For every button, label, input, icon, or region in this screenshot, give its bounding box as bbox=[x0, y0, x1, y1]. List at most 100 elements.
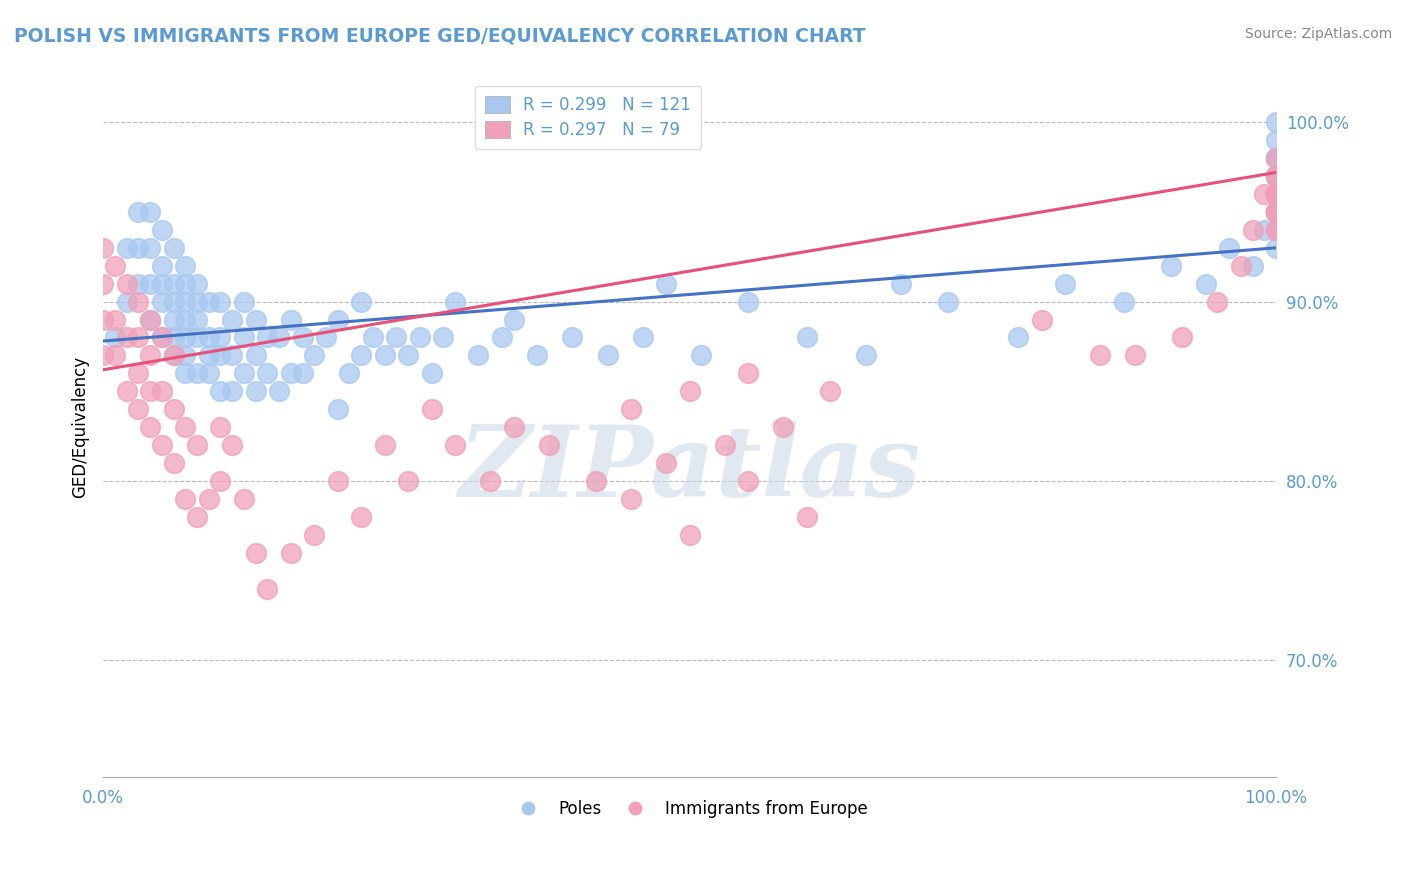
Point bbox=[1265, 187, 1288, 202]
Point bbox=[232, 491, 254, 506]
Point bbox=[374, 438, 396, 452]
Point bbox=[245, 348, 267, 362]
Point bbox=[91, 241, 114, 255]
Point bbox=[197, 491, 219, 506]
Point bbox=[197, 330, 219, 344]
Point bbox=[385, 330, 408, 344]
Point bbox=[162, 348, 184, 362]
Point bbox=[162, 348, 184, 362]
Point bbox=[115, 241, 138, 255]
Point bbox=[1265, 151, 1288, 165]
Point bbox=[115, 384, 138, 399]
Point bbox=[150, 330, 173, 344]
Point bbox=[150, 259, 173, 273]
Point bbox=[186, 277, 208, 291]
Point bbox=[326, 474, 349, 488]
Text: ZIPatlas: ZIPatlas bbox=[458, 421, 921, 517]
Point bbox=[197, 294, 219, 309]
Point bbox=[280, 546, 302, 560]
Point bbox=[267, 330, 290, 344]
Point bbox=[620, 402, 643, 417]
Point bbox=[890, 277, 912, 291]
Point bbox=[115, 294, 138, 309]
Point bbox=[1265, 187, 1288, 202]
Point bbox=[1265, 169, 1288, 183]
Point bbox=[396, 348, 419, 362]
Point bbox=[304, 348, 326, 362]
Point bbox=[1265, 169, 1288, 183]
Point bbox=[304, 528, 326, 542]
Point bbox=[139, 312, 162, 326]
Point bbox=[1253, 223, 1275, 237]
Point bbox=[479, 474, 502, 488]
Point bbox=[1265, 205, 1288, 219]
Point bbox=[127, 367, 149, 381]
Point bbox=[186, 312, 208, 326]
Point bbox=[174, 294, 197, 309]
Point bbox=[1265, 187, 1288, 202]
Point bbox=[1265, 169, 1288, 183]
Point bbox=[1088, 348, 1111, 362]
Point bbox=[1171, 330, 1194, 344]
Point bbox=[1265, 205, 1288, 219]
Point bbox=[104, 259, 127, 273]
Point bbox=[256, 330, 278, 344]
Point bbox=[1265, 169, 1288, 183]
Point bbox=[150, 223, 173, 237]
Point bbox=[444, 438, 467, 452]
Point bbox=[1265, 169, 1288, 183]
Point bbox=[1265, 205, 1288, 219]
Point bbox=[280, 367, 302, 381]
Point bbox=[1265, 169, 1288, 183]
Point bbox=[350, 509, 373, 524]
Point bbox=[396, 474, 419, 488]
Point bbox=[1265, 205, 1288, 219]
Point bbox=[1265, 205, 1288, 219]
Point bbox=[1265, 223, 1288, 237]
Point bbox=[585, 474, 607, 488]
Point bbox=[326, 402, 349, 417]
Point bbox=[104, 330, 127, 344]
Point bbox=[678, 528, 700, 542]
Point bbox=[936, 294, 959, 309]
Point bbox=[232, 294, 254, 309]
Point bbox=[162, 330, 184, 344]
Point bbox=[91, 348, 114, 362]
Point bbox=[855, 348, 877, 362]
Point bbox=[1265, 223, 1288, 237]
Point bbox=[162, 294, 184, 309]
Point bbox=[1265, 187, 1288, 202]
Point bbox=[197, 348, 219, 362]
Point bbox=[1218, 241, 1240, 255]
Point bbox=[432, 330, 454, 344]
Point bbox=[537, 438, 560, 452]
Point bbox=[1053, 277, 1076, 291]
Point bbox=[502, 312, 524, 326]
Point bbox=[127, 402, 149, 417]
Point bbox=[1265, 169, 1288, 183]
Point bbox=[174, 420, 197, 434]
Point bbox=[796, 330, 818, 344]
Point bbox=[186, 438, 208, 452]
Point bbox=[561, 330, 583, 344]
Text: POLISH VS IMMIGRANTS FROM EUROPE GED/EQUIVALENCY CORRELATION CHART: POLISH VS IMMIGRANTS FROM EUROPE GED/EQU… bbox=[14, 27, 866, 45]
Point bbox=[714, 438, 737, 452]
Text: Source: ZipAtlas.com: Source: ZipAtlas.com bbox=[1244, 27, 1392, 41]
Point bbox=[162, 456, 184, 470]
Point bbox=[139, 205, 162, 219]
Point bbox=[104, 348, 127, 362]
Point bbox=[162, 312, 184, 326]
Point bbox=[655, 277, 678, 291]
Point bbox=[91, 277, 114, 291]
Y-axis label: GED/Equivalency: GED/Equivalency bbox=[72, 356, 89, 499]
Point bbox=[1265, 187, 1288, 202]
Point bbox=[1265, 151, 1288, 165]
Point bbox=[1241, 223, 1264, 237]
Point bbox=[115, 277, 138, 291]
Point bbox=[1112, 294, 1135, 309]
Point bbox=[1160, 259, 1182, 273]
Point bbox=[1265, 169, 1288, 183]
Point bbox=[104, 312, 127, 326]
Point bbox=[232, 367, 254, 381]
Point bbox=[127, 205, 149, 219]
